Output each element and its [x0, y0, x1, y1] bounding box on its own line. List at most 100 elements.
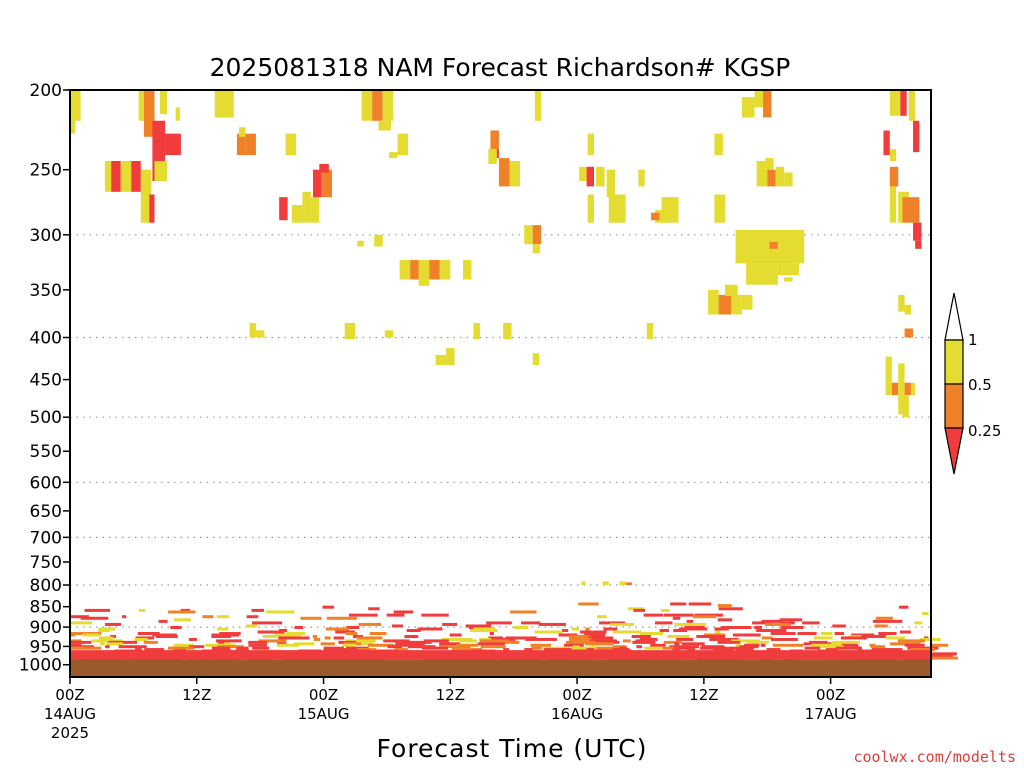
- x-tick-label: 00Z: [55, 686, 84, 704]
- ri-cell: [498, 158, 510, 187]
- ri-cell: [756, 161, 768, 187]
- ri-cell: [140, 169, 152, 195]
- pbl-cell: [731, 639, 760, 643]
- pbl-cell: [477, 642, 505, 646]
- ri-cell: [140, 194, 150, 223]
- pbl-cell: [99, 642, 105, 646]
- pbl-cell: [871, 648, 903, 652]
- pbl-cell: [820, 632, 833, 636]
- pbl-cell: [584, 633, 606, 637]
- pbl-cell: [294, 642, 315, 646]
- pbl-cell: [211, 646, 231, 650]
- pbl-cell: [300, 616, 322, 620]
- colorbar-label: 0.25: [968, 422, 1001, 440]
- pbl-cell: [904, 643, 925, 647]
- ri-cell: [587, 133, 594, 156]
- ri-cell: [175, 107, 180, 121]
- pbl-cell: [644, 646, 662, 650]
- pbl-cell: [525, 637, 557, 641]
- pbl-cell: [655, 621, 673, 625]
- pbl-cell: [488, 636, 504, 640]
- ri-cell: [70, 90, 81, 121]
- pbl-cell: [715, 629, 721, 633]
- y-tick-label: 900: [30, 618, 62, 638]
- ri-cell: [382, 90, 394, 121]
- pbl-cell: [538, 622, 566, 626]
- ri-cell: [503, 322, 512, 340]
- chart-title: 2025081318 NAM Forecast Richardson# KGSP: [210, 53, 791, 82]
- pbl-cell: [578, 602, 599, 606]
- pbl-cell: [513, 625, 529, 629]
- pbl-cell: [732, 633, 761, 637]
- y-tick-label: 250: [30, 161, 62, 181]
- pbl-cell: [696, 634, 725, 638]
- pbl-cell: [335, 630, 355, 634]
- pbl-cell: [885, 636, 906, 640]
- pbl-cell: [342, 643, 356, 647]
- pbl-cell: [678, 627, 708, 631]
- pbl-cell: [278, 629, 288, 633]
- ri-cell: [902, 395, 909, 418]
- pbl-cell: [251, 621, 283, 625]
- pbl-cell: [439, 645, 471, 649]
- pbl-cell: [324, 636, 331, 640]
- ri-cell: [239, 127, 246, 137]
- x-tick-date: 14AUG: [44, 705, 96, 723]
- pbl-cell: [672, 648, 680, 652]
- pbl-cell: [721, 625, 752, 629]
- pbl-cell: [672, 616, 681, 620]
- ri-cell: [579, 166, 587, 181]
- pbl-cell: [486, 621, 512, 625]
- pbl-cell: [188, 637, 197, 641]
- pbl-cell: [70, 633, 76, 637]
- pbl-cell: [218, 640, 230, 644]
- pressure-axis: 200 250 300 350 400 450 500 550 600 650 700 750 8008…: [19, 81, 70, 676]
- ri-cell: [524, 225, 533, 245]
- pbl-cell: [587, 636, 614, 640]
- pbl-cell: [480, 645, 506, 649]
- pbl-cell: [596, 646, 619, 650]
- pbl-cell: [361, 642, 374, 646]
- pbl-cell: [469, 629, 498, 633]
- pbl-cell: [632, 640, 656, 644]
- ri-cell: [586, 166, 594, 187]
- y-tick-label: 600: [30, 473, 62, 493]
- pbl-cell: [168, 610, 196, 614]
- boundary-layer-cells: [70, 602, 958, 666]
- pbl-cell: [568, 634, 591, 638]
- pbl-cell: [779, 618, 803, 622]
- ri-cell: [143, 90, 155, 137]
- pbl-cell: [780, 621, 795, 625]
- pbl-cell: [524, 648, 533, 652]
- pbl-cell: [278, 636, 310, 640]
- pbl-cell: [752, 621, 772, 625]
- y-tick-label: 300: [30, 226, 62, 246]
- pbl-cell: [930, 652, 957, 656]
- pbl-cell: [643, 613, 664, 617]
- pbl-cell: [770, 632, 796, 636]
- pbl-cell: [122, 615, 127, 619]
- pbl-cell: [874, 624, 888, 628]
- pbl-cell: [358, 622, 382, 626]
- pbl-cell: [663, 613, 694, 617]
- pbl-cell: [333, 636, 345, 640]
- ri-cell: [910, 382, 916, 396]
- pbl-cell: [118, 645, 147, 649]
- pbl-cell: [70, 640, 92, 644]
- ri-cell: [646, 322, 654, 340]
- ri-cell: [900, 90, 907, 116]
- ri-cell: [389, 152, 398, 159]
- pbl-cell: [138, 608, 146, 612]
- pbl-cell: [70, 621, 93, 625]
- pbl-cell: [636, 645, 642, 649]
- pbl-cell: [662, 646, 675, 650]
- pbl-cell: [797, 632, 817, 636]
- y-tick-label: 500: [30, 408, 62, 428]
- ri-cell: [490, 130, 499, 150]
- pbl-cell: [99, 636, 114, 640]
- pbl-cell: [135, 648, 142, 652]
- pbl-cell: [872, 619, 903, 623]
- pbl-cell: [180, 608, 191, 612]
- pbl-cell: [266, 610, 295, 614]
- pbl-cell: [423, 639, 449, 643]
